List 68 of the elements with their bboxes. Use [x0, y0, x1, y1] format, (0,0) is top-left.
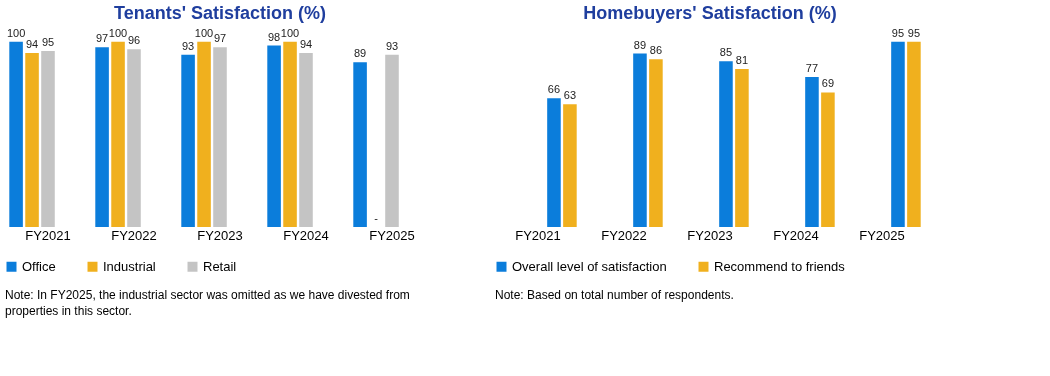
data-label: 77	[805, 61, 819, 74]
bar	[563, 104, 577, 227]
bar	[649, 59, 663, 227]
legend-label: Office	[22, 258, 56, 274]
legend-label: Industrial	[103, 258, 156, 274]
bar	[25, 52, 39, 227]
data-label: 100	[108, 26, 128, 39]
data-label: 89	[353, 47, 367, 60]
legend-label: Recommend to friends	[714, 258, 846, 274]
x-tick-label: FY2024	[283, 227, 329, 243]
text: Note: Based on total number of respondents.	[495, 288, 734, 302]
bar	[111, 41, 125, 227]
data-label: 86	[649, 44, 663, 57]
data-label: 98	[267, 30, 281, 43]
x-tick-label: FY2023	[197, 227, 243, 243]
bar	[821, 92, 835, 227]
data-label: 100	[194, 26, 214, 39]
bar	[127, 49, 141, 227]
legend-label: Overall level of satisfaction	[512, 258, 667, 274]
data-label: 95	[891, 26, 905, 39]
bar	[41, 51, 55, 227]
data-label: 97	[95, 32, 109, 45]
bar	[283, 41, 297, 227]
x-tick-label: FY2021	[25, 227, 71, 243]
data-label: 89	[633, 38, 647, 51]
bar	[213, 47, 227, 227]
data-label: 97	[213, 32, 227, 45]
data-label: 93	[385, 39, 399, 52]
bar	[9, 41, 23, 227]
bar	[891, 41, 905, 227]
data-label: 66	[547, 83, 561, 96]
data-label: 93	[181, 39, 195, 52]
bar	[197, 41, 211, 227]
bar	[299, 52, 313, 227]
bar	[735, 69, 749, 227]
bar	[547, 98, 561, 227]
x-tick-label: FY2022	[601, 227, 647, 243]
text: Note: In FY2025, the industrial sector was omitted as we have divested from properties in this sector.	[5, 288, 410, 318]
chart-title: Tenants' Satisfaction (%)	[114, 3, 326, 23]
data-label: 94	[299, 37, 313, 50]
x-tick-label: FY2021	[515, 227, 561, 243]
x-tick-label: FY2024	[773, 227, 819, 243]
data-label: 85	[719, 46, 733, 59]
bar	[181, 54, 195, 227]
data-label: 100	[6, 26, 26, 39]
bar	[385, 54, 399, 227]
bar	[633, 53, 647, 227]
x-tick-label: FY2025	[859, 227, 905, 243]
data-label: 81	[735, 54, 749, 67]
data-label: 69	[821, 77, 835, 90]
bar	[805, 76, 819, 227]
x-tick-label: FY2023	[687, 227, 733, 243]
x-tick-label: FY2025	[369, 227, 415, 243]
text: -	[374, 212, 378, 224]
bar	[353, 62, 367, 227]
bar	[907, 41, 921, 227]
data-label: 95	[907, 26, 921, 39]
data-label: 100	[280, 26, 300, 39]
data-label: 63	[563, 89, 577, 102]
x-tick-label: FY2022	[111, 227, 157, 243]
bar	[95, 47, 109, 227]
data-label: 96	[127, 34, 141, 47]
bar	[267, 45, 281, 227]
bar	[719, 61, 733, 227]
data-label: 95	[41, 36, 55, 49]
data-label: 94	[25, 37, 39, 50]
chart-title: Homebuyers' Satisfaction (%)	[583, 3, 837, 23]
legend-label: Retail	[203, 258, 237, 274]
